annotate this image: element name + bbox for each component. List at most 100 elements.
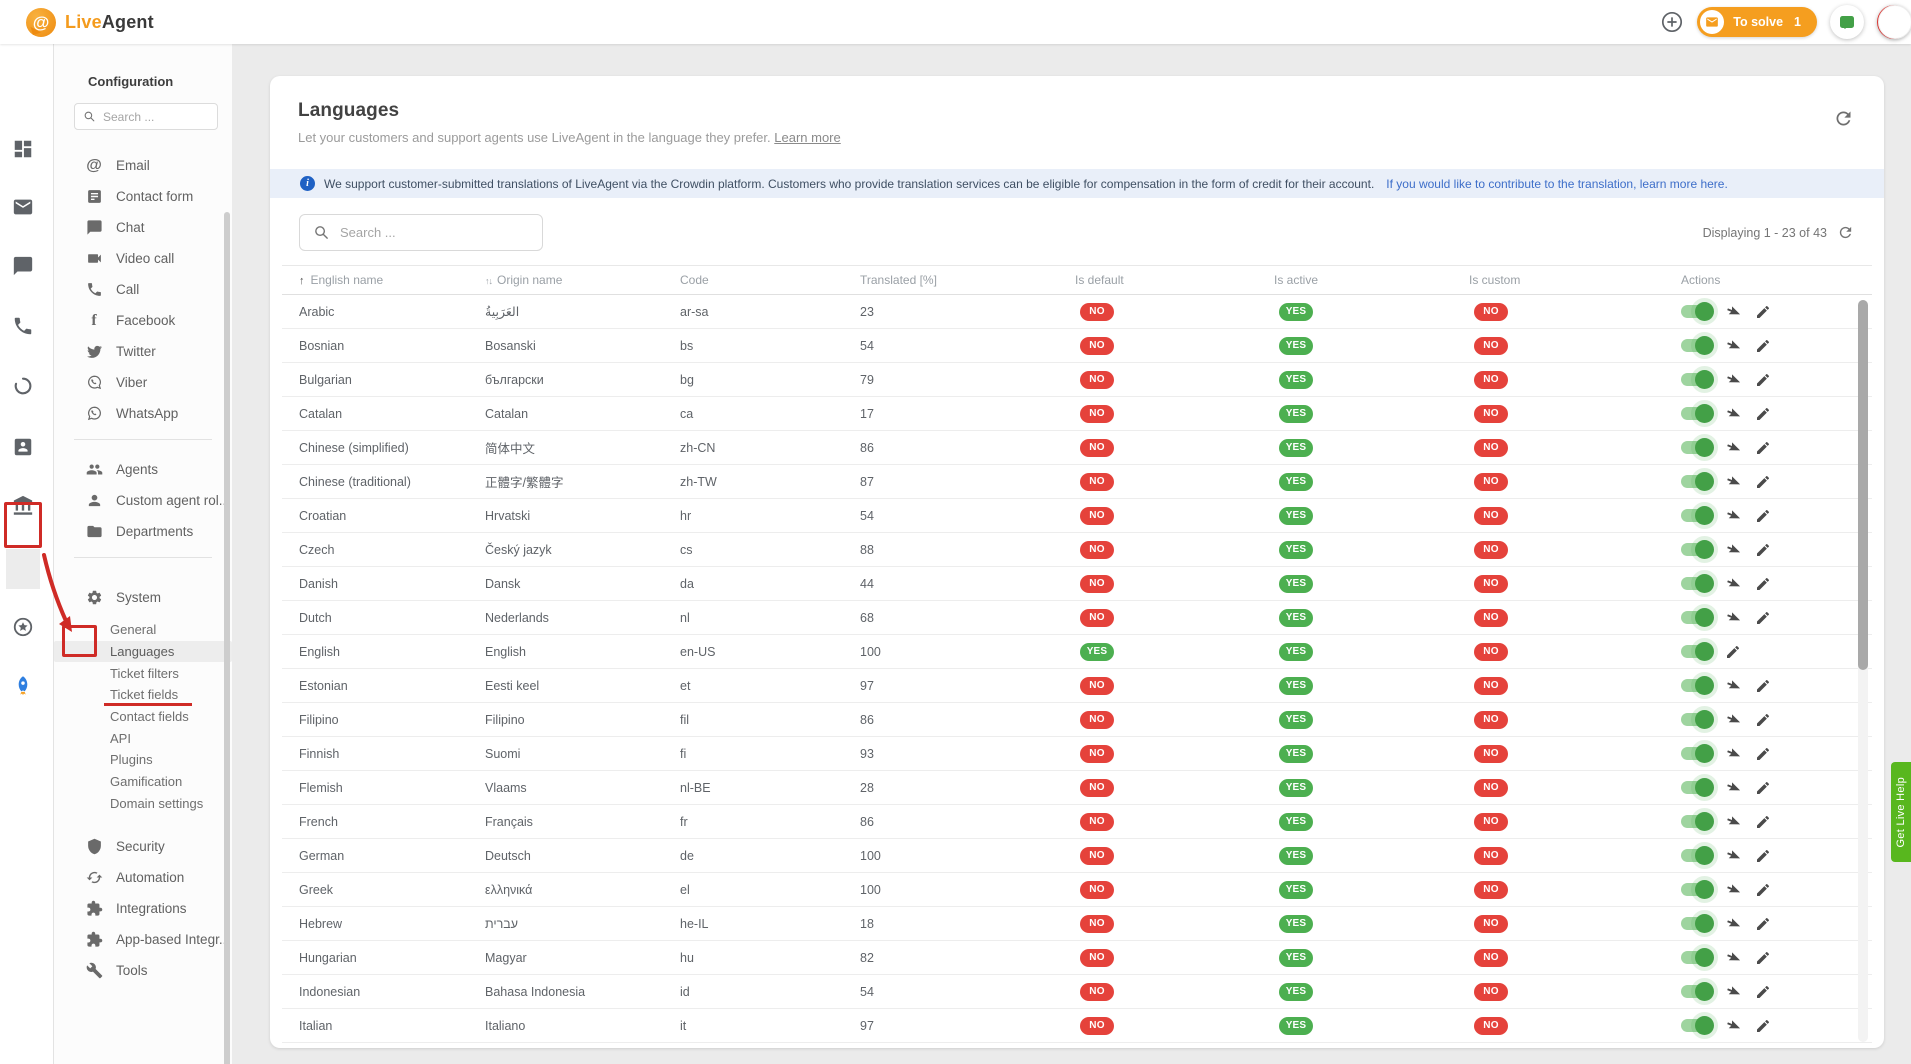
edit-icon[interactable] xyxy=(1755,916,1771,932)
edit-icon[interactable] xyxy=(1755,440,1771,456)
sidebar-item-security[interactable]: Security xyxy=(54,831,232,862)
active-toggle[interactable] xyxy=(1681,676,1714,695)
to-solve-button[interactable]: To solve 1 xyxy=(1697,7,1817,37)
active-toggle[interactable] xyxy=(1681,846,1714,865)
cursor-icon[interactable] xyxy=(1725,576,1741,592)
edit-icon[interactable] xyxy=(1755,610,1771,626)
rail-portal-icon[interactable] xyxy=(12,494,34,518)
cursor-icon[interactable] xyxy=(1725,508,1741,524)
sidebar-item-tools[interactable]: Tools xyxy=(54,955,232,986)
refresh-icon[interactable] xyxy=(1833,108,1854,129)
cursor-icon[interactable] xyxy=(1725,440,1741,456)
sidebar-scrollbar[interactable] xyxy=(224,212,230,1064)
edit-icon[interactable] xyxy=(1755,882,1771,898)
rail-settings-icon[interactable] xyxy=(12,555,34,579)
cursor-icon[interactable] xyxy=(1725,712,1741,728)
cursor-icon[interactable] xyxy=(1725,746,1741,762)
rail-contacts-icon[interactable] xyxy=(12,435,34,459)
sidebar-subitem-api[interactable]: API xyxy=(110,730,131,746)
active-toggle[interactable] xyxy=(1681,710,1714,729)
chat-status-button[interactable] xyxy=(1830,5,1864,39)
cursor-icon[interactable] xyxy=(1725,780,1741,796)
edit-icon[interactable] xyxy=(1755,576,1771,592)
cursor-icon[interactable] xyxy=(1725,984,1741,1000)
edit-icon[interactable] xyxy=(1755,746,1771,762)
avatar-button[interactable] xyxy=(1878,5,1911,39)
cursor-icon[interactable] xyxy=(1725,304,1741,320)
learn-more-link[interactable]: Learn more xyxy=(774,130,841,145)
sidebar-subitem-gamification[interactable]: Gamification xyxy=(110,774,183,790)
refresh-icon[interactable] xyxy=(1837,224,1854,241)
cursor-icon[interactable] xyxy=(1725,848,1741,864)
sidebar-item-integrations[interactable]: Integrations xyxy=(54,893,232,924)
rail-dashboard-icon[interactable] xyxy=(12,137,34,161)
active-toggle[interactable] xyxy=(1681,574,1714,593)
rail-mail-icon[interactable] xyxy=(12,195,34,219)
banner-link[interactable]: If you would like to contribute to the t… xyxy=(1386,176,1728,191)
edit-icon[interactable] xyxy=(1755,372,1771,388)
table-scrollbar-thumb[interactable] xyxy=(1858,300,1868,670)
active-toggle[interactable] xyxy=(1681,880,1714,899)
edit-icon[interactable] xyxy=(1755,984,1771,1000)
active-toggle[interactable] xyxy=(1681,948,1714,967)
cursor-icon[interactable] xyxy=(1725,814,1741,830)
sidebar-subitem-general[interactable]: General xyxy=(110,622,157,638)
active-toggle[interactable] xyxy=(1681,744,1714,763)
cursor-icon[interactable] xyxy=(1725,882,1741,898)
sidebar-item-viber[interactable]: Viber xyxy=(54,367,232,398)
cursor-icon[interactable] xyxy=(1725,678,1741,694)
sidebar-subitem-ticket-fields[interactable]: Ticket fields xyxy=(110,687,179,703)
sidebar-subitem-plugins[interactable]: Plugins xyxy=(110,752,153,768)
sidebar-item-app-based-integr[interactable]: App-based Integr... xyxy=(54,924,232,955)
edit-icon[interactable] xyxy=(1755,338,1771,354)
active-toggle[interactable] xyxy=(1681,812,1714,831)
rail-star-icon[interactable] xyxy=(12,615,34,639)
active-toggle[interactable] xyxy=(1681,370,1714,389)
sidebar-item-system[interactable]: System xyxy=(54,582,232,613)
sidebar-subitem-contact-fields[interactable]: Contact fields xyxy=(110,709,189,725)
edit-icon[interactable] xyxy=(1755,780,1771,796)
active-toggle[interactable] xyxy=(1681,438,1714,457)
edit-icon[interactable] xyxy=(1755,950,1771,966)
active-toggle[interactable] xyxy=(1681,472,1714,491)
col-code[interactable]: Code xyxy=(680,273,709,287)
active-toggle[interactable] xyxy=(1681,982,1714,1001)
sidebar-item-whatsapp[interactable]: WhatsApp xyxy=(54,398,232,429)
edit-icon[interactable] xyxy=(1755,508,1771,524)
col-english-name[interactable]: ↑ English name xyxy=(299,273,384,287)
sidebar-item-email[interactable]: @ Email xyxy=(54,150,232,181)
sidebar-subitem-languages[interactable]: Languages xyxy=(54,640,232,663)
cursor-icon[interactable] xyxy=(1725,338,1741,354)
sidebar-item-facebook[interactable]: f Facebook xyxy=(54,305,232,336)
sidebar-subitem-ticket-filters[interactable]: Ticket filters xyxy=(110,665,179,681)
sidebar-item-departments[interactable]: Departments xyxy=(54,516,232,547)
cursor-icon[interactable] xyxy=(1725,916,1741,932)
active-toggle[interactable] xyxy=(1681,608,1714,627)
active-toggle[interactable] xyxy=(1681,540,1714,559)
edit-icon[interactable] xyxy=(1725,644,1741,660)
col-is-custom[interactable]: Is custom xyxy=(1469,273,1521,287)
cursor-icon[interactable] xyxy=(1725,372,1741,388)
active-toggle[interactable] xyxy=(1681,778,1714,797)
active-toggle[interactable] xyxy=(1681,642,1714,661)
cursor-icon[interactable] xyxy=(1725,474,1741,490)
edit-icon[interactable] xyxy=(1755,542,1771,558)
sidebar-item-custom-agent-rol[interactable]: Custom agent rol... xyxy=(54,485,232,516)
table-search-input[interactable] xyxy=(299,214,543,251)
cursor-icon[interactable] xyxy=(1725,610,1741,626)
cursor-icon[interactable] xyxy=(1725,950,1741,966)
edit-icon[interactable] xyxy=(1755,304,1771,320)
active-toggle[interactable] xyxy=(1681,914,1714,933)
edit-icon[interactable] xyxy=(1755,848,1771,864)
active-toggle[interactable] xyxy=(1681,336,1714,355)
get-live-help-tab[interactable]: Get Live Help xyxy=(1891,762,1911,862)
cursor-icon[interactable] xyxy=(1725,406,1741,422)
edit-icon[interactable] xyxy=(1755,712,1771,728)
col-origin-name[interactable]: ↑↓ Origin name xyxy=(485,273,563,287)
col-is-active[interactable]: Is active xyxy=(1274,273,1319,287)
sidebar-item-contact-form[interactable]: Contact form xyxy=(54,181,232,212)
sidebar-subitem-domain-settings[interactable]: Domain settings xyxy=(110,795,204,811)
sidebar-item-automation[interactable]: Automation xyxy=(54,862,232,893)
col-translated[interactable]: Translated [%] xyxy=(860,273,937,287)
add-icon[interactable] xyxy=(1660,10,1684,34)
